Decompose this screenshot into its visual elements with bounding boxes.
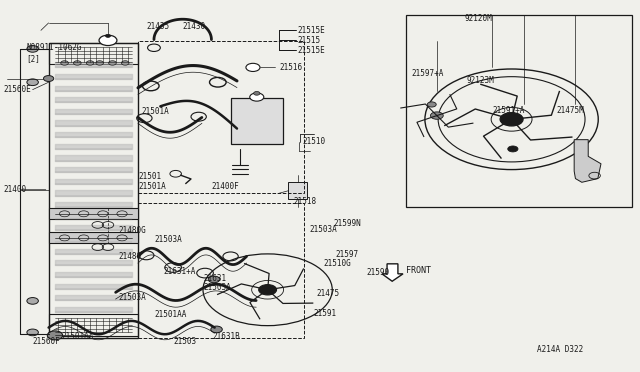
Bar — [138, 203, 304, 338]
Circle shape — [122, 61, 129, 65]
Text: 21516: 21516 — [279, 63, 302, 72]
Text: 21501AA: 21501AA — [61, 332, 93, 341]
Circle shape — [106, 35, 111, 37]
Text: 21591+A: 21591+A — [492, 106, 525, 115]
Text: 21480G: 21480G — [119, 226, 147, 235]
Circle shape — [508, 146, 518, 152]
Text: 21503A: 21503A — [154, 235, 182, 244]
Text: FRONT: FRONT — [406, 266, 431, 275]
Text: 21435: 21435 — [147, 22, 170, 31]
FancyBboxPatch shape — [230, 98, 283, 144]
Circle shape — [211, 326, 222, 333]
Bar — [49, 208, 138, 219]
Bar — [138, 41, 304, 193]
Text: 21597+A: 21597+A — [412, 69, 444, 78]
Text: 21518: 21518 — [293, 198, 316, 206]
Circle shape — [259, 285, 276, 295]
Text: 21501A: 21501A — [138, 182, 166, 190]
Text: A214A D322: A214A D322 — [537, 344, 584, 353]
Text: 92123M: 92123M — [467, 76, 495, 85]
Text: 21560F: 21560F — [33, 337, 60, 346]
Bar — [49, 314, 138, 336]
Circle shape — [253, 92, 260, 95]
Text: [2]: [2] — [26, 54, 40, 62]
Text: 21560E: 21560E — [4, 85, 31, 94]
Polygon shape — [574, 140, 601, 182]
Text: 21475: 21475 — [317, 289, 340, 298]
Circle shape — [96, 61, 104, 65]
Text: 21400: 21400 — [4, 185, 27, 194]
Text: 21501A: 21501A — [141, 108, 169, 116]
Text: 21475M: 21475M — [556, 106, 584, 115]
Circle shape — [109, 61, 116, 65]
Circle shape — [428, 102, 436, 107]
Circle shape — [86, 61, 94, 65]
Text: 21515E: 21515E — [298, 46, 325, 55]
Bar — [49, 232, 138, 243]
Text: 21480: 21480 — [119, 252, 142, 261]
Text: 21597: 21597 — [335, 250, 358, 259]
Bar — [49, 43, 138, 64]
Bar — [406, 15, 632, 207]
Text: 21430: 21430 — [182, 22, 206, 31]
Text: 21503A: 21503A — [310, 225, 337, 234]
Circle shape — [27, 79, 38, 86]
Text: 21503: 21503 — [173, 337, 196, 346]
Text: 21503A: 21503A — [204, 283, 232, 292]
Circle shape — [27, 45, 38, 52]
Text: 21631B: 21631B — [212, 332, 241, 341]
Circle shape — [99, 35, 117, 45]
Text: 21515: 21515 — [298, 36, 321, 45]
Text: N08911-1062G: N08911-1062G — [26, 42, 82, 51]
Text: 21400F: 21400F — [211, 182, 239, 190]
Circle shape — [208, 276, 220, 283]
Text: 21501: 21501 — [138, 172, 161, 181]
Circle shape — [61, 61, 68, 65]
Text: 92120M: 92120M — [465, 14, 492, 23]
Bar — [288, 182, 307, 199]
Text: 21631: 21631 — [204, 274, 227, 283]
Text: 21510G: 21510G — [324, 259, 351, 268]
Bar — [49, 43, 138, 338]
Circle shape — [246, 63, 260, 71]
Text: 21599N: 21599N — [333, 219, 361, 228]
Text: 21590: 21590 — [366, 268, 389, 277]
Text: 21501AA: 21501AA — [154, 310, 186, 319]
Text: 21591: 21591 — [314, 310, 337, 318]
Text: 21631+A: 21631+A — [164, 267, 196, 276]
Circle shape — [250, 93, 264, 101]
Circle shape — [47, 331, 63, 340]
Text: 21510: 21510 — [302, 137, 325, 146]
Text: 21503A: 21503A — [119, 293, 147, 302]
Circle shape — [44, 76, 54, 81]
Text: 21515E: 21515E — [298, 26, 325, 35]
Circle shape — [500, 113, 523, 126]
Circle shape — [431, 112, 444, 119]
Circle shape — [27, 298, 38, 304]
Polygon shape — [382, 264, 403, 281]
Circle shape — [27, 329, 38, 336]
Circle shape — [74, 61, 81, 65]
